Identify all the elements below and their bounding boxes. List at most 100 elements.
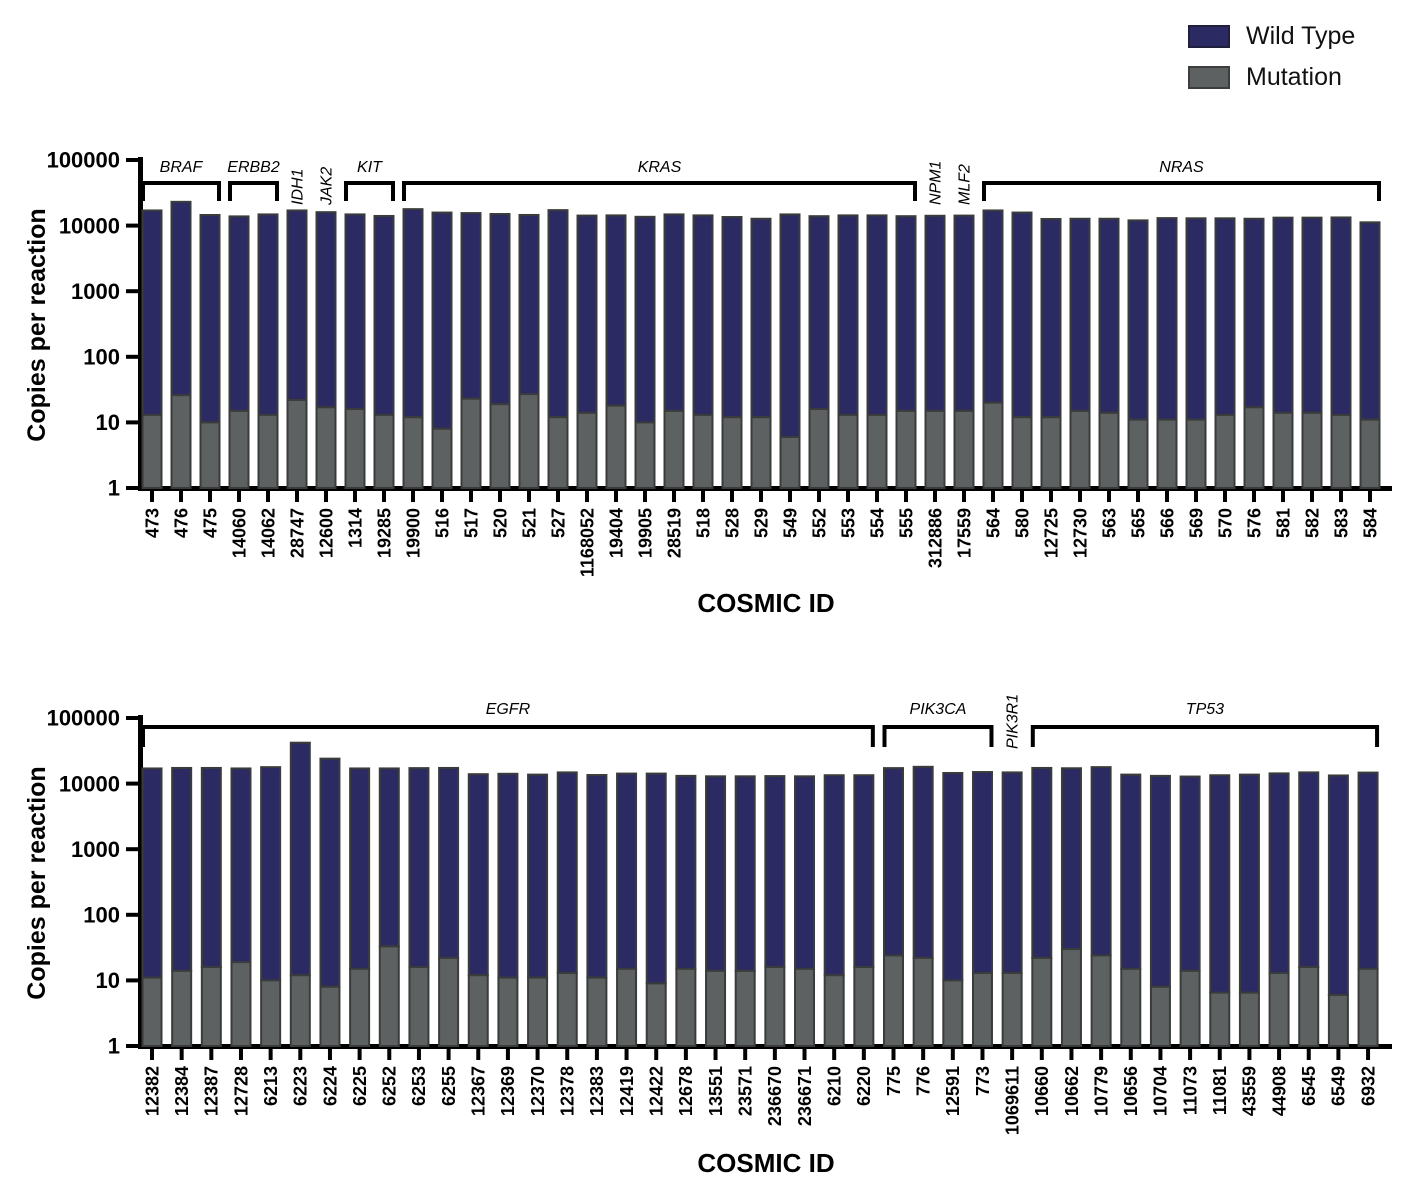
wild-type-bar-12369	[497, 772, 519, 979]
wild-type-bar-23571	[734, 775, 756, 972]
x-tick-label-518: 518	[693, 508, 713, 538]
x-tick	[327, 1049, 332, 1060]
mutation-bar-6225	[349, 967, 371, 1048]
mutation-bar-12378	[556, 971, 578, 1048]
mutation-bar-28519	[663, 409, 685, 490]
x-tick-label-6549: 6549	[1329, 1066, 1349, 1106]
mutation-bar-576	[1243, 406, 1265, 490]
x-tick	[594, 1049, 599, 1060]
x-tick	[1188, 1049, 1193, 1060]
gene-label-PIK3CA: PIK3CA	[910, 701, 967, 718]
x-tick	[150, 491, 154, 502]
mutation-bar-44908	[1268, 971, 1290, 1048]
x-tick	[1158, 1049, 1163, 1060]
x-tick	[416, 1049, 421, 1060]
wild-type-bar-12383	[586, 774, 608, 979]
mutation-bar-236671	[794, 967, 816, 1048]
gene-bracket-KRAS	[402, 181, 917, 201]
mutation-bar-12725	[1040, 416, 1062, 490]
wild-type-bar-43559	[1238, 773, 1260, 994]
mutation-bar-12383	[586, 976, 608, 1047]
x-tick-label-12728: 12728	[231, 1066, 251, 1116]
x-tick-label-28747: 28747	[287, 508, 307, 558]
y-tick-label: 100000	[47, 148, 120, 173]
mutation-bar-12382	[141, 976, 163, 1047]
gene-label-TP53: TP53	[1186, 701, 1224, 718]
x-tick	[476, 1049, 481, 1060]
mutation-bar-6932	[1357, 967, 1379, 1048]
x-tick-label-529: 529	[751, 508, 771, 538]
mutation-bar-549	[779, 435, 801, 489]
mutation-bar-12678	[675, 967, 697, 1048]
wild-type-bar-529	[750, 217, 772, 419]
x-tick	[962, 491, 966, 502]
wild-type-bar-12387	[200, 766, 222, 969]
wild-type-bar-6253	[408, 767, 430, 969]
x-tick	[208, 491, 212, 502]
x-tick	[1039, 1049, 1044, 1060]
wild-type-bar-549	[779, 213, 801, 438]
x-tick	[357, 1049, 362, 1060]
y-tick	[126, 289, 140, 294]
gene-bracket-KIT	[344, 181, 395, 201]
bottom-chart-plot: 1 10 100 1000 10000 100000 12382 12384 12387 1272…	[47, 694, 1392, 1135]
wild-type-bar-12382	[141, 767, 163, 979]
wild-type-bar-17559	[953, 214, 975, 412]
mutation-bar-520	[489, 403, 511, 490]
y-tick-label: 1	[108, 1034, 120, 1059]
x-tick-label-10779: 10779	[1091, 1066, 1111, 1116]
y-tick	[126, 1044, 140, 1048]
x-tick-label-43559: 43559	[1240, 1066, 1260, 1116]
wild-type-bar-13551	[705, 775, 727, 972]
legend-item-mutation: Mutation	[1188, 65, 1355, 90]
x-tick	[295, 491, 299, 502]
wild-type-bar-28519	[663, 213, 685, 412]
x-tick	[817, 491, 821, 502]
x-tick	[1107, 491, 1111, 502]
x-tick-label-11073: 11073	[1180, 1066, 1200, 1115]
wild-type-bar-582	[1301, 216, 1323, 414]
wild-type-bar-584	[1359, 221, 1381, 421]
mutation-bar-12600	[315, 406, 337, 490]
x-tick	[921, 1049, 926, 1060]
x-tick-label-11081: 11081	[1210, 1066, 1230, 1115]
x-tick	[1099, 1049, 1104, 1060]
x-tick-label-12382: 12382	[142, 1066, 162, 1116]
mutation-bar-552	[808, 408, 830, 490]
wild-type-bar-564	[982, 209, 1004, 404]
mutation-bar-12370	[527, 976, 549, 1047]
wild-type-bar-583	[1330, 216, 1352, 416]
x-tick	[505, 1049, 510, 1060]
x-tick-label-554: 554	[867, 508, 887, 538]
x-tick-label-236671: 236671	[795, 1066, 815, 1126]
mutation-bar-14060	[228, 409, 250, 490]
x-tick	[440, 491, 444, 502]
wild-type-bar-576	[1243, 217, 1265, 409]
x-tick	[875, 491, 879, 502]
wild-type-bar-527	[547, 209, 569, 419]
mutation-bar-6252	[378, 945, 400, 1048]
mutation-bar-1314	[344, 408, 366, 490]
mutation-bar-555	[895, 409, 917, 490]
mutation-bar-12730	[1069, 409, 1091, 490]
x-tick	[238, 1049, 243, 1060]
gene-label-EGFR: EGFR	[486, 701, 531, 718]
x-tick	[527, 491, 531, 502]
wild-type-bar-776	[912, 765, 934, 959]
wild-type-bar-6223	[289, 741, 311, 977]
mutation-bar-564	[982, 401, 1004, 489]
wild-type-bar-12370	[527, 773, 549, 979]
wild-type-bar-236670	[764, 775, 786, 969]
x-tick	[1069, 1049, 1074, 1060]
x-tick-label-13551: 13551	[706, 1066, 726, 1116]
x-tick-label-12387: 12387	[202, 1066, 222, 1116]
y-tick	[126, 354, 140, 359]
y-tick-label: 1000	[71, 837, 120, 862]
y-tick-label: 100	[83, 903, 120, 928]
y-tick-label: 100	[83, 345, 120, 370]
wild-type-bar-520	[489, 213, 511, 406]
wild-type-bar-563	[1098, 217, 1120, 414]
wild-type-bar-44908	[1268, 772, 1290, 974]
gene-label-NRAS: NRAS	[1159, 159, 1204, 176]
